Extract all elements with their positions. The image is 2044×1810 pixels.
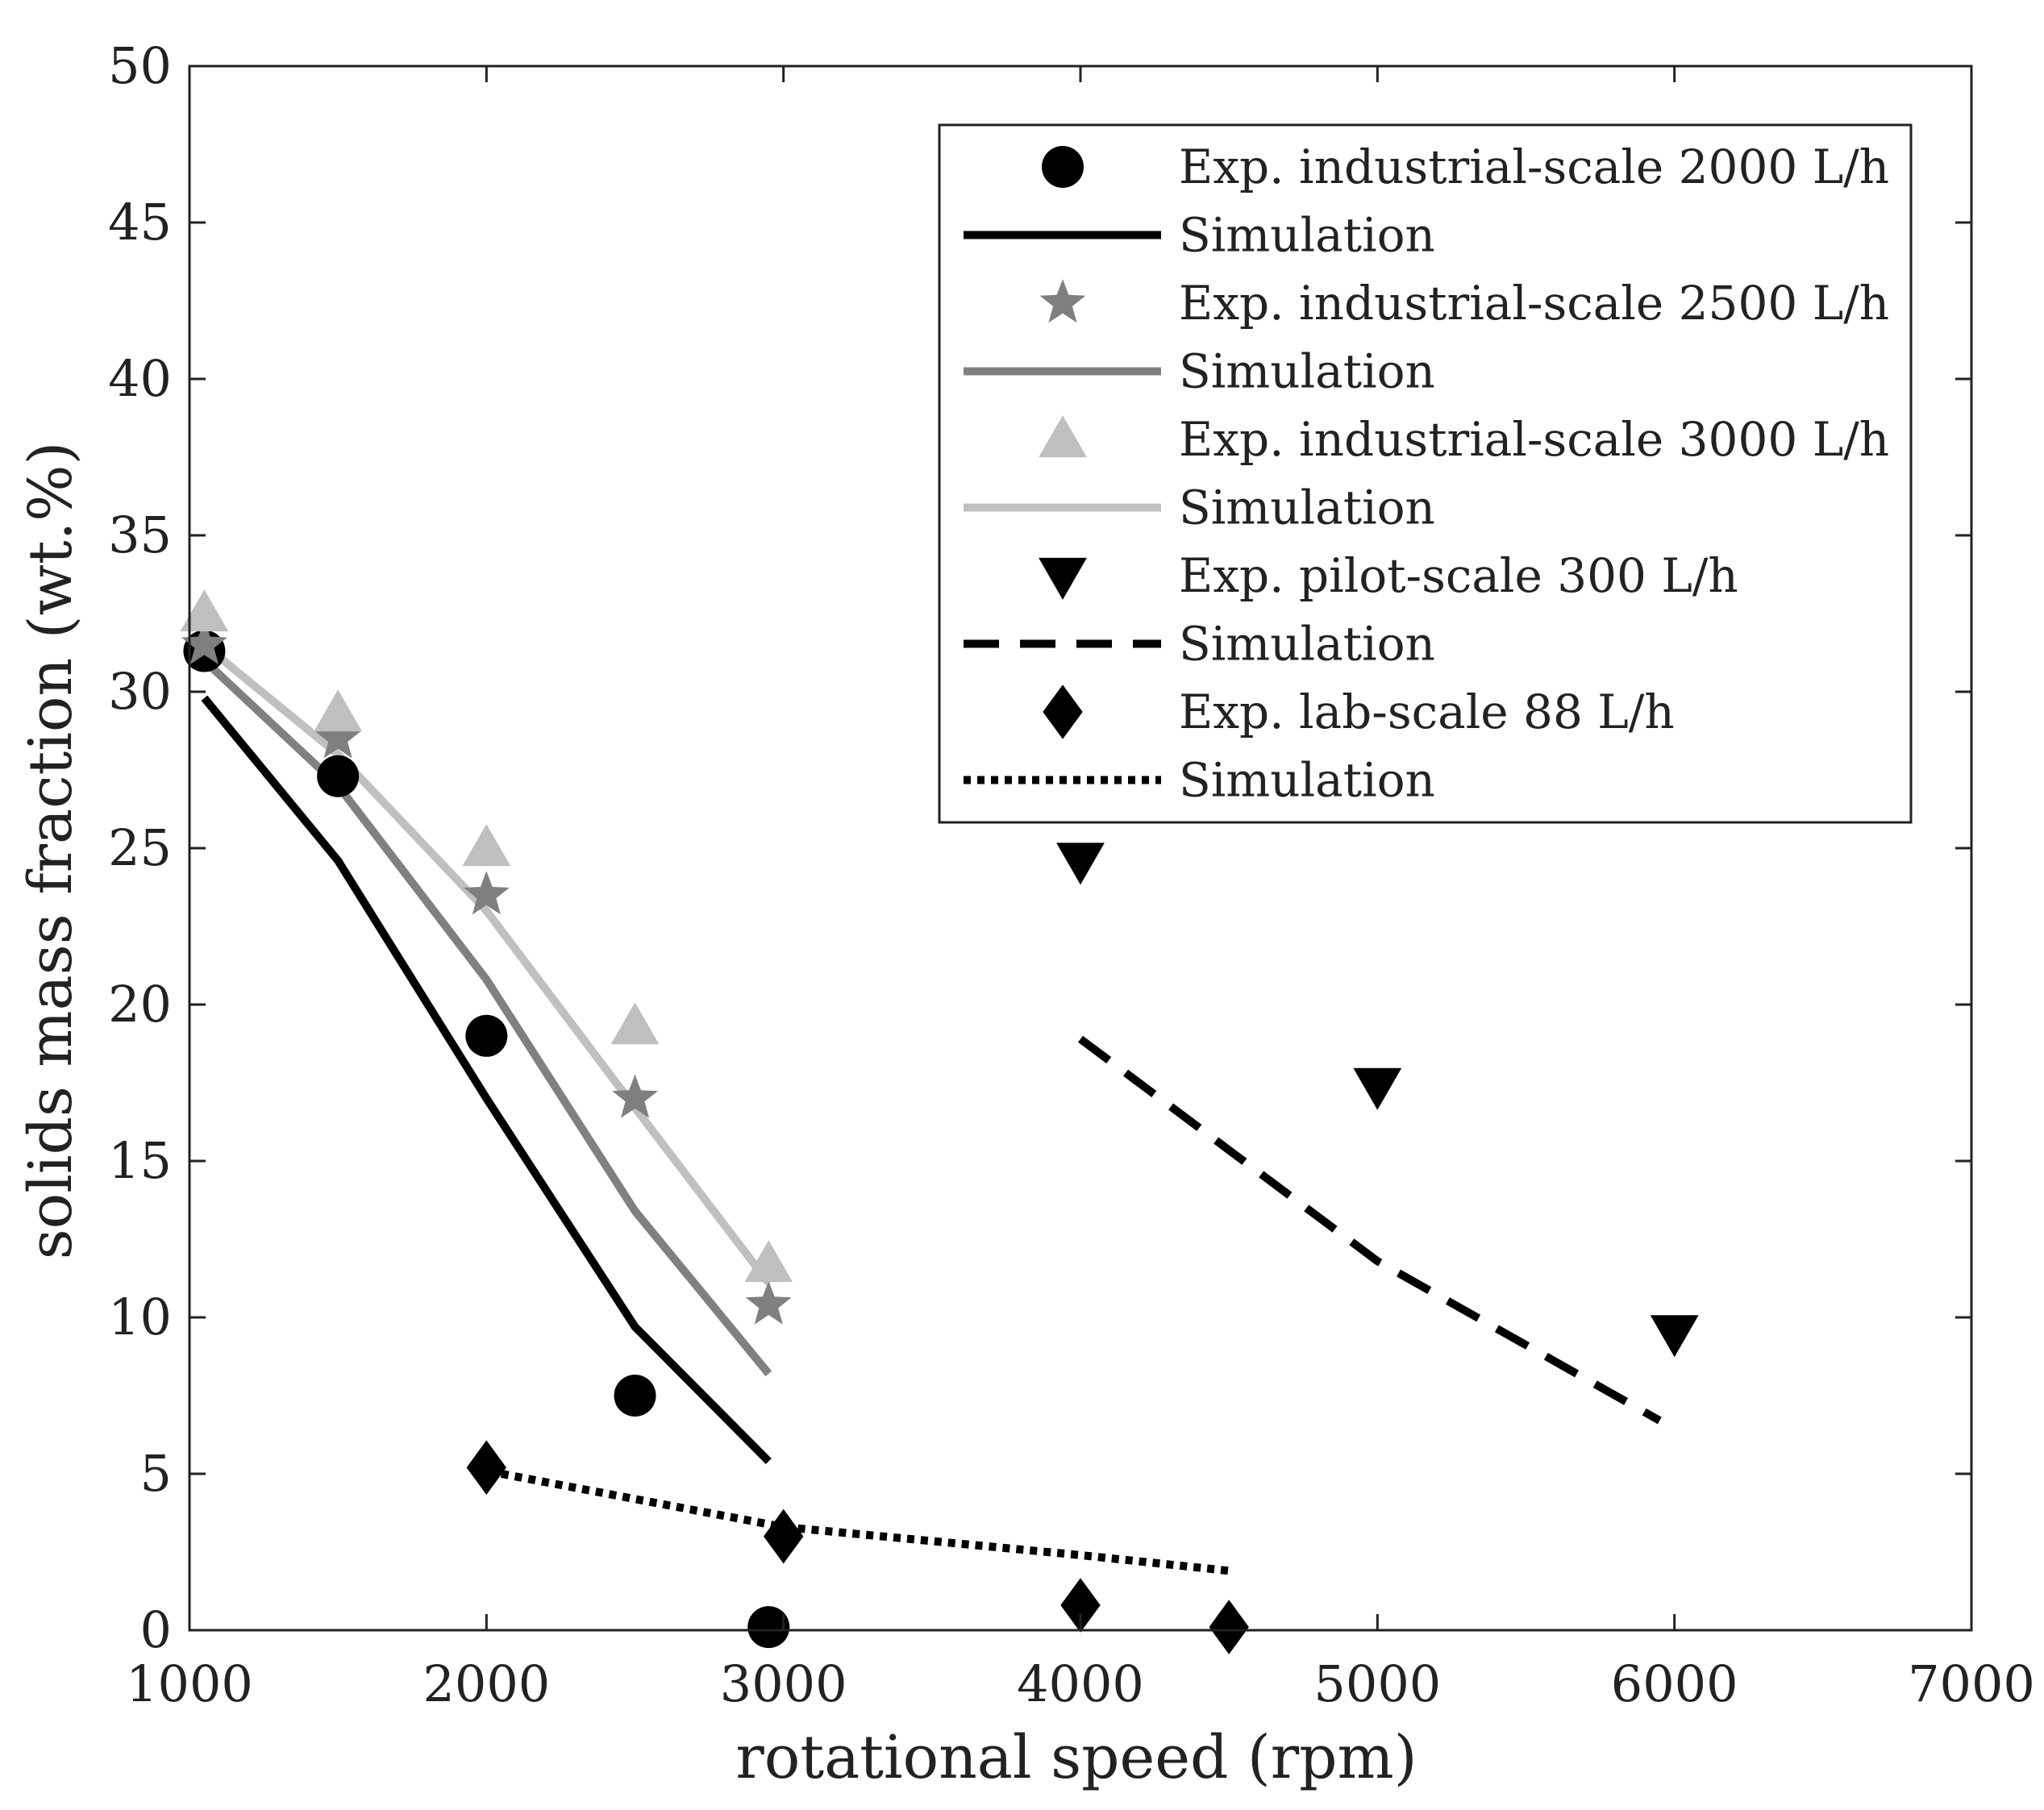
legend-marker-triangle-up [1039,415,1087,458]
y-tick-label: 10 [108,1288,172,1346]
y-tick-label: 15 [108,1131,172,1190]
data-point-circle [614,1375,656,1417]
data-point-circle [465,1014,508,1057]
legend-marker-star [1039,279,1086,323]
x-tick-label: 6000 [1611,1654,1738,1713]
legend-label: Simulation [1179,753,1435,808]
y-tick-label: 0 [140,1600,172,1659]
series-line-5 [202,641,772,1286]
legend-label: Simulation [1179,208,1435,263]
x-tick-label: 1000 [126,1654,253,1713]
legend-label: Exp. industrial-scale 2500 L/h [1179,276,1889,331]
series-line-1 [201,695,772,1465]
data-point-triangle-up [744,1240,793,1283]
y-axis-label: solids mass fraction (wt.%) [16,442,85,1260]
y-tick-label: 5 [140,1444,172,1503]
series-line-3 [201,657,772,1376]
legend-marker-circle [1042,146,1084,188]
y-tick-label: 45 [108,193,172,252]
y-tick-label: 30 [108,662,172,721]
legend-marker-triangle-down [1039,557,1087,600]
y-tick-label: 40 [108,349,172,408]
legend-label: Simulation [1179,617,1435,672]
data-point-star [181,620,227,664]
legend-label: Exp. industrial-scale 2000 L/h [1179,139,1889,194]
data-point-diamond [1209,1600,1249,1654]
data-point-circle [747,1606,790,1649]
x-tick-label: 2000 [423,1654,550,1713]
x-tick-label: 4000 [1017,1654,1144,1713]
series-line-9 [500,1470,1230,1575]
data-point-triangle-up [462,824,511,867]
x-tick-label: 3000 [720,1654,847,1713]
legend-label: Simulation [1179,344,1435,399]
legend-box [938,123,1913,824]
data-point-diamond [764,1508,804,1564]
legend-label: Exp. pilot-scale 300 L/h [1179,548,1738,603]
data-point-star [612,1074,658,1118]
data-point-star [745,1280,792,1325]
data-point-triangle-down [1650,1315,1699,1358]
y-tick-label: 25 [108,818,172,877]
data-point-triangle-down [1056,843,1105,885]
axes: 1000 2000 3000 4000 5000 6000 7000 0 5 10 15 20 25 30… [108,36,2035,1713]
legend-label: Exp. lab-scale 88 L/h [1179,684,1675,739]
data-point-diamond [466,1440,506,1495]
legend-marker-diamond [1043,684,1083,739]
x-axis-label: rotational speed (rpm) [735,1723,1417,1792]
data-point-triangle-down [1353,1067,1402,1110]
data-point-diamond [1060,1578,1101,1633]
x-tick-label: 5000 [1313,1654,1441,1713]
series-line-7 [1078,1035,1662,1425]
y-tick-label: 20 [108,975,172,1034]
legend: Exp. industrial-scale 2000 L/h Simulation… [938,123,1913,824]
data-point-triangle-up [610,1002,660,1045]
x-tick-label: 7000 [1908,1654,2035,1713]
data-point-star [463,871,510,915]
y-tick-label: 35 [108,506,172,564]
legend-label: Simulation [1179,481,1435,535]
data-point-star [314,714,361,759]
data-point-circle [317,755,360,797]
plot-area [180,589,1699,1654]
data-point-triangle-up [180,589,229,632]
data-point-triangle-up [314,689,363,732]
legend-label: Exp. industrial-scale 3000 L/h [1179,412,1889,467]
y-tick-label: 50 [108,36,172,95]
